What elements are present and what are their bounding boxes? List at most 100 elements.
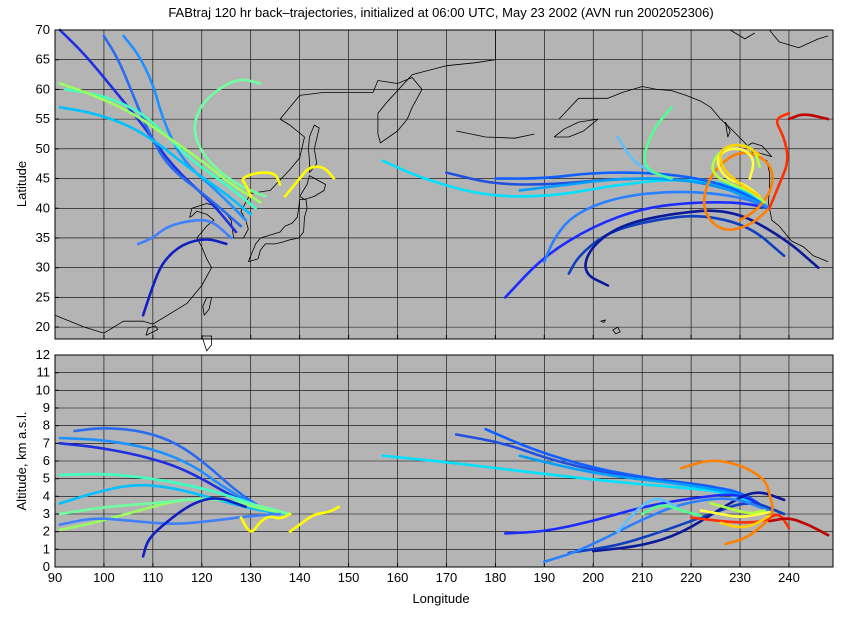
map-y-tick-label: 30 (36, 260, 50, 275)
chart-title: FABtraj 120 hr back–trajectories, initia… (168, 5, 713, 20)
map-y-tick-label: 60 (36, 81, 50, 96)
coastline-14 (769, 29, 829, 49)
x-tick-label: 90 (48, 570, 62, 585)
x-tick-label: 180 (485, 570, 507, 585)
x-tick-label: 170 (436, 570, 458, 585)
map-trajectory-16 (567, 214, 786, 275)
map-frame (54, 29, 834, 340)
coastline-2 (299, 175, 326, 200)
x-tick-label: 150 (338, 570, 360, 585)
alt-trajectory-11 (381, 454, 771, 512)
x-tick-label: 160 (387, 570, 409, 585)
alt-trajectory-16 (567, 502, 786, 555)
map-trajectory-4 (63, 88, 257, 210)
map-y-tick-label: 20 (36, 319, 50, 334)
map-trajectory-15 (503, 201, 771, 299)
alt-y-tick-label: 10 (36, 382, 50, 397)
map-y-tick-label: 50 (36, 141, 50, 156)
map-trajectory-22 (768, 111, 791, 210)
map-trajectory-8 (141, 238, 228, 317)
altitude-trajectories (58, 427, 830, 563)
map-y-tick-label: 55 (36, 111, 50, 126)
map-trajectory-9 (241, 171, 282, 198)
map-y-tick-label: 45 (36, 171, 50, 186)
alt-y-tick-label: 8 (43, 418, 50, 433)
coastline-6 (201, 335, 212, 352)
map-y-tick-label: 65 (36, 52, 50, 67)
alt-y-tick-label: 4 (43, 488, 50, 503)
altitude-panel: 90 100 110 120 130 140 150 160 170 180 190 200 210 22… (14, 347, 834, 606)
alt-y-tick-label: 5 (43, 471, 50, 486)
alt-y-tick-label: 7 (43, 435, 50, 450)
coastline-7 (558, 86, 829, 263)
alt-trajectory-20 (640, 504, 703, 518)
map-trajectory-26 (719, 143, 761, 198)
x-axis-label: Longitude (412, 591, 469, 606)
alt-y-tick-label: 6 (43, 453, 50, 468)
alt-trajectory-9 (239, 512, 292, 533)
coastline-3 (308, 124, 320, 173)
alt-y-tick-label: 1 (43, 541, 50, 556)
alt-y-tick-label: 3 (43, 506, 50, 521)
alt-trajectory-24 (699, 509, 771, 518)
coastline-5 (145, 325, 159, 336)
coastline-15 (729, 29, 755, 40)
alt-y-tick-label: 11 (37, 365, 51, 380)
x-tick-label: 140 (289, 570, 311, 585)
alt-trajectory-15 (503, 493, 771, 535)
coastline-12 (612, 326, 621, 335)
x-tick-label: 210 (631, 570, 653, 585)
alt-trajectory-14 (518, 454, 771, 512)
map-trajectory-23 (787, 113, 830, 121)
x-tick-label: 220 (680, 570, 702, 585)
x-tick-label: 190 (533, 570, 555, 585)
alt-trajectory-6 (58, 497, 292, 516)
alt-trajectory-2 (58, 436, 277, 514)
alt-trajectory-22 (689, 513, 791, 530)
map-y-tick-label: 35 (36, 230, 50, 245)
map-trajectory-14 (518, 177, 771, 210)
map-trajectory-0 (58, 28, 238, 234)
map-trajectory-5 (58, 82, 262, 204)
map-trajectory-17 (584, 209, 820, 287)
coastline-1 (247, 199, 308, 263)
alt-y-tick-label: 2 (43, 524, 50, 539)
alt-trajectory-1 (73, 427, 267, 512)
alt-trajectory-23 (768, 517, 830, 537)
map-trajectories (58, 28, 830, 317)
alt-y-tick-label: 9 (43, 400, 50, 415)
altitude-tick-labels: 90 100 110 120 130 140 150 160 170 180 190 200 210 22… (36, 347, 800, 585)
map-y-tick-labels: 20 25 30 35 40 45 50 55 60 65 70 (36, 22, 790, 339)
coastline-10 (553, 118, 599, 138)
x-tick-label: 120 (191, 570, 213, 585)
coastline-11 (456, 130, 535, 139)
coastline-0 (54, 30, 496, 334)
map-trajectory-3 (58, 106, 252, 216)
alt-trajectory-13 (484, 427, 771, 512)
alt-trajectory-3 (58, 483, 287, 516)
map-y-axis-label: Latitude (14, 161, 29, 207)
map-trajectory-13 (494, 171, 771, 210)
alt-trajectory-10 (288, 505, 341, 533)
alt-trajectory-19 (616, 497, 678, 533)
x-tick-label: 230 (729, 570, 751, 585)
map-trajectory-20 (643, 106, 673, 180)
map-trajectory-24 (716, 147, 761, 198)
map-trajectory-7 (136, 218, 233, 246)
map-y-tick-label: 40 (36, 200, 50, 215)
alt-trajectory-8 (141, 497, 248, 558)
alt-trajectory-17 (591, 491, 786, 553)
coastline-13 (600, 319, 606, 323)
trajectory-map-panel: 20 25 30 35 40 45 50 55 60 65 70 Latitude (14, 22, 834, 352)
alt-trajectory-21 (680, 459, 774, 546)
map-y-tick-label: 70 (36, 22, 50, 37)
altitude-frame (54, 354, 834, 568)
x-tick-label: 110 (142, 570, 163, 585)
coastline-9 (725, 121, 731, 138)
map-trajectory-6 (193, 78, 267, 198)
x-tick-label: 100 (93, 570, 115, 585)
map-trajectory-1 (102, 34, 243, 228)
alt-y-tick-label: 12 (36, 347, 50, 362)
alt-y-tick-label: 0 (43, 559, 50, 574)
